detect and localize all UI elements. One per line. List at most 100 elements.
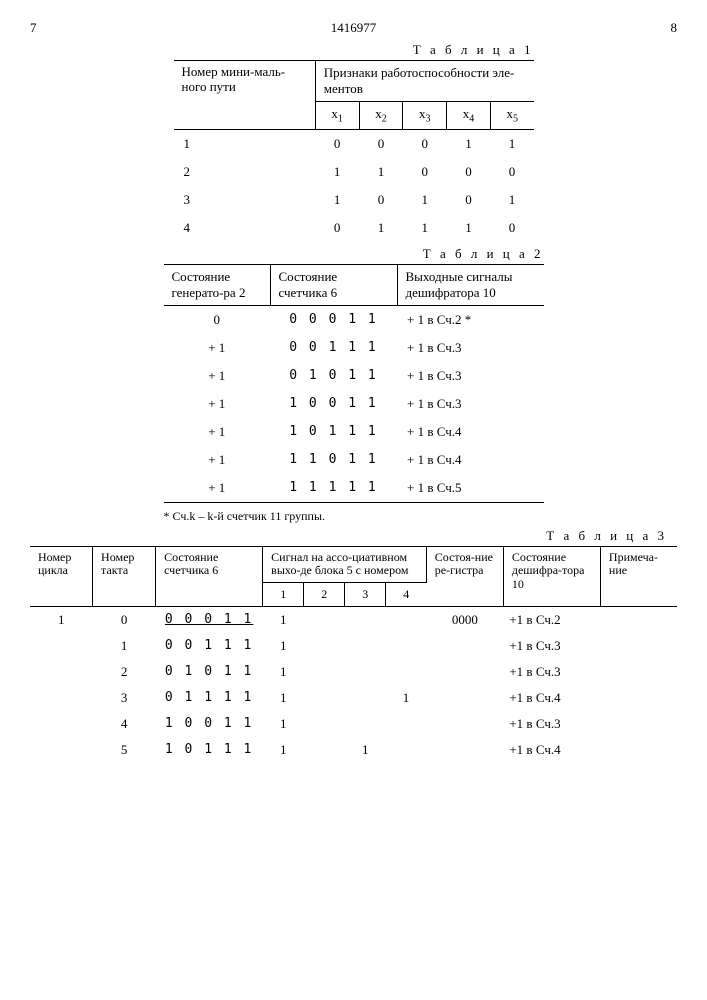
- t3-reg: [426, 633, 503, 659]
- table-row: 51 0 1 1 111+1 в Сч.4: [30, 737, 677, 763]
- t3-assoc-cell: [304, 659, 345, 685]
- table3: Номер цикла Номер такта Состояние счетчи…: [30, 546, 677, 764]
- t3-assoc-sub: 1: [263, 583, 304, 607]
- t2-out: + 1 в Сч.3: [397, 334, 544, 362]
- t1-col1-header: Номер мини-маль-ного пути: [174, 61, 316, 130]
- t1-cell: 1: [403, 214, 447, 242]
- t1-cell: 0: [359, 186, 403, 214]
- t1-rownum: 4: [174, 214, 316, 242]
- t3-dec: +1 в Сч.3: [503, 633, 600, 659]
- t1-cell: 0: [403, 158, 447, 186]
- t1-subheader: x1: [315, 102, 359, 130]
- t3-note: [600, 711, 677, 737]
- table-row: 310101: [174, 186, 534, 214]
- t3-cycle: [30, 711, 93, 737]
- t3-assoc-sub: 4: [386, 583, 427, 607]
- t1-cell: 1: [490, 129, 533, 158]
- t3-h-cycle: Номер цикла: [30, 546, 93, 607]
- t3-cycle: [30, 685, 93, 711]
- t2-out: + 1 в Сч.4: [397, 418, 544, 446]
- t3-assoc-cell: [386, 737, 427, 763]
- table-row: + 11 0 0 1 1+ 1 в Сч.3: [164, 390, 544, 418]
- t3-tact: 3: [93, 685, 156, 711]
- t1-rownum: 3: [174, 186, 316, 214]
- t3-tact: 5: [93, 737, 156, 763]
- t3-cnt: 1 0 1 1 1: [156, 737, 263, 763]
- t3-assoc-cell: [386, 659, 427, 685]
- table-row: 100 0 0 1 110000+1 в Сч.2: [30, 607, 677, 634]
- table2-footnote: * Сч.k – k-й счетчик 11 группы.: [164, 509, 544, 524]
- t3-tact: 2: [93, 659, 156, 685]
- t1-subheader: x5: [490, 102, 533, 130]
- t1-cell: 1: [359, 214, 403, 242]
- t3-tact: 0: [93, 607, 156, 634]
- t3-cnt: 0 0 0 1 1: [156, 607, 263, 634]
- page-header: 7 1416977 8: [30, 20, 677, 36]
- t2-cnt: 0 1 0 1 1: [270, 362, 397, 390]
- table-row: 401110: [174, 214, 534, 242]
- t1-cell: 1: [315, 186, 359, 214]
- t3-assoc-cell: [304, 685, 345, 711]
- t3-assoc-cell: [386, 711, 427, 737]
- doc-number: 1416977: [37, 20, 671, 36]
- t2-cnt: 1 0 0 1 1: [270, 390, 397, 418]
- t1-cell: 1: [447, 214, 491, 242]
- page-num-right: 8: [671, 20, 678, 36]
- table2-caption: Т а б л и ц а 2: [164, 246, 544, 262]
- t3-note: [600, 685, 677, 711]
- t3-h-tact: Номер такта: [93, 546, 156, 607]
- t2-out: + 1 в Сч.2 *: [397, 305, 544, 334]
- t3-assoc-cell: [345, 711, 386, 737]
- t3-assoc-cell: [345, 607, 386, 634]
- t3-h-dec: Состояние дешифра-тора 10: [503, 546, 600, 607]
- t3-tact: 1: [93, 633, 156, 659]
- table-row: + 10 0 1 1 1+ 1 в Сч.3: [164, 334, 544, 362]
- t1-rownum: 1: [174, 129, 316, 158]
- t2-gen: + 1: [164, 418, 271, 446]
- t3-reg: [426, 737, 503, 763]
- t2-h1: Состояние генерато-ра 2: [164, 264, 271, 305]
- t2-gen: + 1: [164, 446, 271, 474]
- t3-assoc-cell: 1: [263, 737, 304, 763]
- t3-cnt: 0 1 0 1 1: [156, 659, 263, 685]
- t1-subheader: x4: [447, 102, 491, 130]
- t3-assoc-cell: 1: [345, 737, 386, 763]
- t1-cell: 0: [403, 129, 447, 158]
- t3-assoc-cell: 1: [263, 633, 304, 659]
- t2-gen: + 1: [164, 474, 271, 502]
- t3-assoc-cell: [386, 633, 427, 659]
- t3-assoc-cell: [386, 607, 427, 634]
- t3-assoc-cell: 1: [263, 607, 304, 634]
- t3-tact: 4: [93, 711, 156, 737]
- table1: Номер мини-маль-ного пути Признаки работ…: [174, 60, 534, 242]
- t3-assoc-sub: 3: [345, 583, 386, 607]
- t2-cnt: 1 0 1 1 1: [270, 418, 397, 446]
- t3-assoc-cell: [345, 659, 386, 685]
- table1-caption: Т а б л и ц а 1: [174, 42, 534, 58]
- t3-cycle: 1: [30, 607, 93, 634]
- t1-cell: 0: [490, 214, 533, 242]
- table-row: 00 0 0 1 1+ 1 в Сч.2 *: [164, 305, 544, 334]
- t1-cell: 0: [315, 129, 359, 158]
- t1-cell: 0: [359, 129, 403, 158]
- t1-subheader: x3: [403, 102, 447, 130]
- t3-note: [600, 737, 677, 763]
- t1-cell: 1: [447, 129, 491, 158]
- table-row: + 11 0 1 1 1+ 1 в Сч.4: [164, 418, 544, 446]
- t2-h3: Выходные сигналы дешифратора 10: [397, 264, 544, 305]
- t2-gen: + 1: [164, 362, 271, 390]
- t2-cnt: 0 0 0 1 1: [270, 305, 397, 334]
- table-row: 30 1 1 1 111+1 в Сч.4: [30, 685, 677, 711]
- t3-h-note: Примеча-ние: [600, 546, 677, 607]
- t2-out: + 1 в Сч.3: [397, 362, 544, 390]
- t2-gen: + 1: [164, 334, 271, 362]
- t3-assoc-cell: [304, 711, 345, 737]
- t3-dec: +1 в Сч.4: [503, 685, 600, 711]
- t1-cell: 1: [359, 158, 403, 186]
- t1-cell: 0: [315, 214, 359, 242]
- t3-reg: [426, 659, 503, 685]
- t3-reg: [426, 685, 503, 711]
- t3-reg: 0000: [426, 607, 503, 634]
- table2: Состояние генерато-ра 2 Состояние счетчи…: [164, 264, 544, 502]
- t3-dec: +1 в Сч.2: [503, 607, 600, 634]
